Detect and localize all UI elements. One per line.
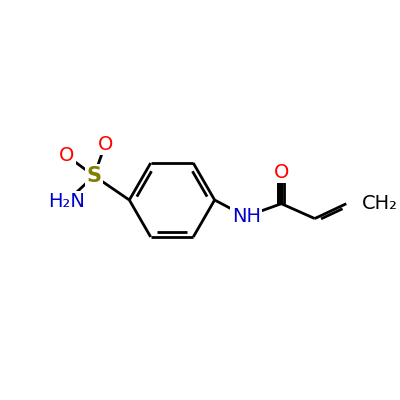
- Text: O: O: [98, 135, 113, 154]
- Text: NH: NH: [232, 207, 261, 226]
- Text: O: O: [58, 146, 74, 165]
- Text: H₂N: H₂N: [48, 192, 85, 211]
- Text: S: S: [87, 166, 102, 186]
- Text: CH₂: CH₂: [362, 194, 398, 213]
- Text: O: O: [274, 163, 289, 182]
